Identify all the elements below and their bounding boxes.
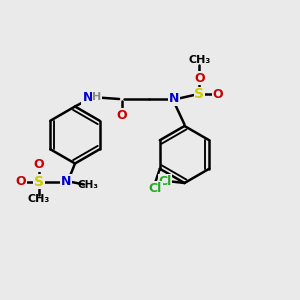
Text: CH₃: CH₃ <box>78 179 99 190</box>
Text: CH₃: CH₃ <box>28 194 50 205</box>
Text: N: N <box>83 91 93 104</box>
Text: Cl: Cl <box>158 175 172 188</box>
Text: N: N <box>61 175 71 188</box>
Text: O: O <box>116 109 127 122</box>
Text: H: H <box>92 92 101 103</box>
Text: O: O <box>34 158 44 172</box>
Text: N: N <box>169 92 179 106</box>
Text: O: O <box>16 175 26 188</box>
Text: NH: NH <box>82 91 101 104</box>
Text: S: S <box>194 88 205 101</box>
Text: CH₃: CH₃ <box>188 55 211 65</box>
Text: O: O <box>212 88 223 101</box>
Text: O: O <box>194 71 205 85</box>
Text: S: S <box>34 175 44 188</box>
Text: Cl: Cl <box>149 182 162 195</box>
